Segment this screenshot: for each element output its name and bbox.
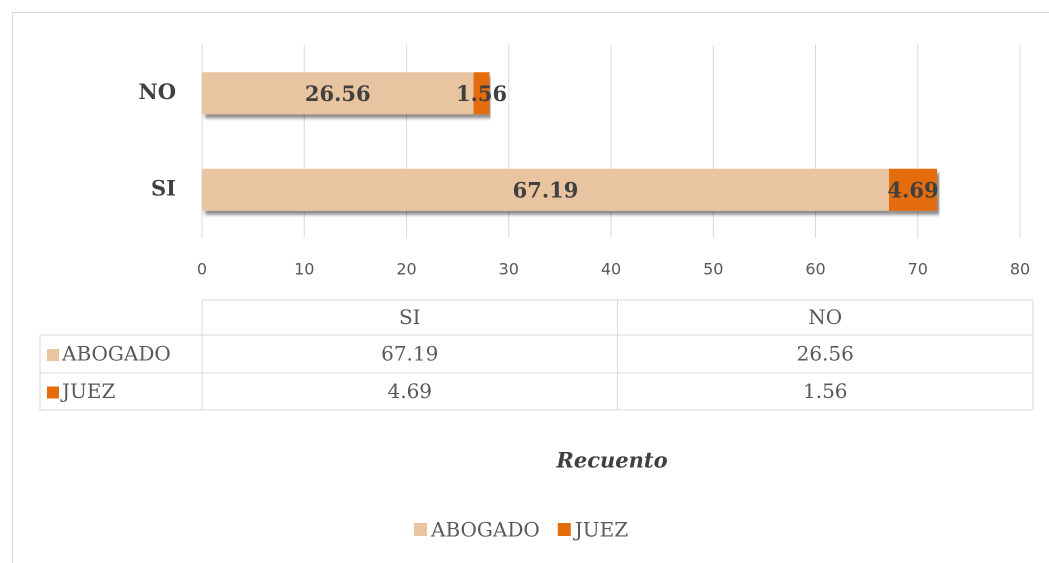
legend-label: ABOGADO	[430, 518, 540, 542]
data-label: 4.69	[887, 177, 938, 202]
data-label: 26.56	[305, 81, 371, 106]
table-cell: 1.56	[803, 379, 848, 403]
table-series-name: JUEZ	[60, 379, 115, 403]
y-tick-label: SI	[151, 175, 176, 200]
chart-frame	[12, 12, 1049, 563]
bar	[202, 168, 890, 211]
bar	[889, 168, 937, 211]
table-cell: 26.56	[797, 342, 854, 366]
data-label: 1.56	[456, 81, 507, 106]
bar	[202, 72, 474, 115]
table-legend-key	[47, 349, 59, 361]
x-tick-label: 30	[499, 260, 519, 279]
x-tick-label: 70	[908, 260, 928, 279]
x-axis-title: Recuento	[555, 448, 667, 473]
y-tick-label: NO	[139, 79, 177, 104]
legend-label: JUEZ	[573, 518, 628, 542]
data-label: 67.19	[513, 177, 579, 202]
legend-key	[557, 523, 571, 536]
table-cell: 67.19	[381, 342, 438, 366]
x-tick-label: 50	[703, 260, 723, 279]
x-tick-label: 0	[197, 260, 207, 279]
table-header: NO	[808, 305, 842, 329]
bar	[473, 72, 490, 115]
x-tick-label: 40	[601, 260, 621, 279]
table-cell: 4.69	[387, 379, 432, 403]
table-series-name: ABOGADO	[61, 342, 171, 366]
x-tick-label: 20	[396, 260, 416, 279]
x-tick-label: 80	[1010, 260, 1030, 279]
table-header: SI	[399, 305, 421, 329]
x-tick-label: 60	[805, 260, 825, 279]
legend-key	[414, 523, 427, 536]
table-legend-key	[47, 386, 59, 399]
x-tick-label: 10	[294, 260, 314, 279]
